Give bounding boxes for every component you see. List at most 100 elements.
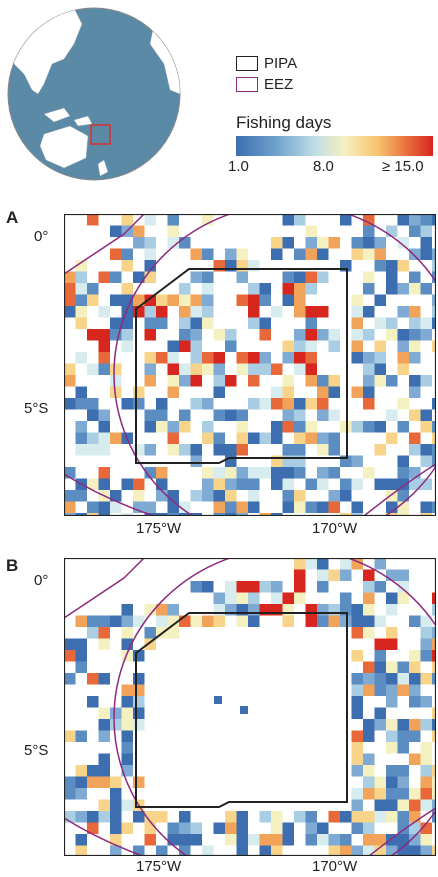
fishing-cell: [225, 478, 237, 490]
fishing-cell: [75, 421, 87, 433]
fishing-cell: [351, 478, 363, 490]
fishing-cell: [75, 317, 87, 329]
fishing-cell: [386, 569, 398, 581]
fishing-cell: [351, 696, 363, 708]
fishing-cell: [259, 513, 271, 516]
fishing-cell: [87, 444, 99, 456]
fishing-cell: [75, 398, 87, 410]
fishing-cell: [409, 478, 421, 490]
fishing-cell: [432, 765, 436, 777]
fishing-cell: [294, 811, 306, 823]
fishing-cell: [213, 444, 225, 456]
eez-boundaries: [64, 214, 436, 516]
fishing-cell: [236, 822, 248, 834]
fishing-cell: [167, 432, 179, 444]
fishing-cell: [420, 237, 432, 249]
fishing-cell: [397, 822, 409, 834]
fishing-cell: [75, 845, 87, 856]
fishing-cell: [317, 271, 329, 283]
fishing-cell: [236, 845, 248, 856]
fishing-cell: [87, 811, 99, 823]
fishing-cell: [144, 444, 156, 456]
fishing-cell: [110, 811, 122, 823]
fishing-cell: [98, 444, 110, 456]
fishing-cell: [87, 501, 99, 513]
fishing-cell: [294, 294, 306, 306]
fishing-cell: [236, 409, 248, 421]
fishing-cell: [282, 398, 294, 410]
eez-boundary-sw: [64, 817, 145, 856]
fishing-cell: [282, 421, 294, 433]
fishing-cell: [294, 283, 306, 295]
panel-a-ytick-0: 0°: [34, 228, 49, 245]
fishing-cell: [432, 627, 436, 639]
fishing-cell: [409, 467, 421, 479]
fishing-cell: [351, 673, 363, 685]
fishing-cell: [397, 237, 409, 249]
fishing-cell: [87, 765, 99, 777]
fishing-cell: [397, 742, 409, 754]
fishing-cell: [351, 742, 363, 754]
fishing-cell: [363, 684, 375, 696]
fishing-cell: [420, 375, 432, 387]
fishing-cell: [202, 306, 214, 318]
globe-land-islands: [43, 107, 93, 127]
fishing-cell: [432, 214, 436, 226]
fishing-cell: [374, 615, 386, 627]
fishing-cell: [248, 501, 260, 513]
fishing-cell: [121, 684, 133, 696]
fishing-cell: [305, 478, 317, 490]
fishing-cell: [213, 822, 225, 834]
eez-boundary-nw: [64, 558, 145, 619]
fishing-cell: [259, 467, 271, 479]
fishing-cell: [248, 490, 260, 502]
fishing-cell: [110, 329, 122, 341]
fishing-cell: [340, 569, 352, 581]
fishing-cell: [340, 592, 352, 604]
fishing-cell: [328, 845, 340, 856]
fishing-cell: [121, 765, 133, 777]
fishing-cell: [271, 478, 283, 490]
fishing-cell: [110, 615, 122, 627]
fishing-cell: [110, 363, 122, 375]
fishing-cell: [225, 260, 237, 272]
fishing-cell: [317, 604, 329, 616]
fishing-cell: [282, 834, 294, 846]
fishing-cell: [340, 455, 352, 467]
fishing-cell: [363, 306, 375, 318]
fishing-cell: [420, 638, 432, 650]
fishing-cell: [351, 329, 363, 341]
fishing-cell: [386, 834, 398, 846]
fishing-cell: [121, 340, 133, 352]
fishing-cell: [409, 753, 421, 765]
fishing-cell: [397, 569, 409, 581]
fishing-cell: [133, 444, 145, 456]
fishing-cell: [397, 719, 409, 731]
fishing-cell: [259, 317, 271, 329]
fishing-cell: [213, 592, 225, 604]
fishing-cell: [363, 248, 375, 260]
fishing-cell: [64, 271, 76, 283]
fishing-cell: [271, 248, 283, 260]
panel-b-letter: B: [6, 556, 19, 575]
fishing-cell: [236, 432, 248, 444]
fishing-cell: [167, 513, 179, 516]
fishing-cell: [121, 604, 133, 616]
fishing-cell: [409, 822, 421, 834]
eez-boundary-se: [367, 807, 436, 856]
fishing-cell: [64, 730, 76, 742]
fishing-cell: [236, 260, 248, 272]
fishing-cell: [156, 478, 168, 490]
fishing-cell: [144, 375, 156, 387]
fishing-cell: [386, 409, 398, 421]
fishing-cell: [340, 214, 352, 226]
fishing-cell: [420, 501, 432, 513]
fishing-cell: [248, 352, 260, 364]
fishing-cell: [110, 386, 122, 398]
fishing-cell: [121, 742, 133, 754]
fishing-cell: [87, 696, 99, 708]
fishing-cell: [420, 444, 432, 456]
fishing-cell: [144, 248, 156, 260]
fishing-cell: [121, 248, 133, 260]
fishing-cell: [363, 788, 375, 800]
